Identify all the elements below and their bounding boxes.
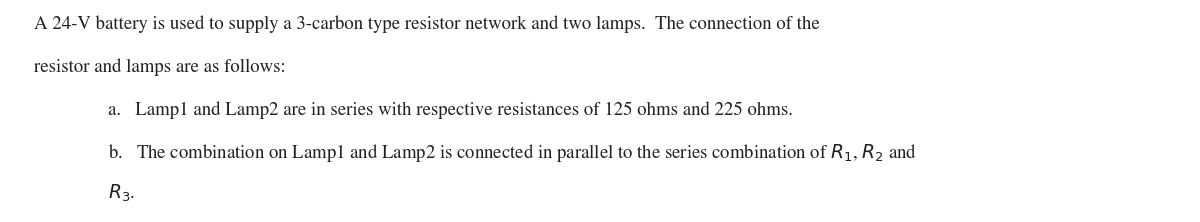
Text: $R_3$.: $R_3$. (108, 183, 136, 204)
Text: resistor and lamps are as follows:: resistor and lamps are as follows: (34, 59, 286, 77)
Text: A 24-V battery is used to supply a 3-carbon type resistor network and two lamps.: A 24-V battery is used to supply a 3-car… (34, 16, 820, 33)
Text: a.   Lamp1 and Lamp2 are in series with respective resistances of 125 ohms and 2: a. Lamp1 and Lamp2 are in series with re… (108, 101, 793, 119)
Text: b.   The combination on Lamp1 and Lamp2 is connected in parallel to the series c: b. The combination on Lamp1 and Lamp2 is… (108, 142, 917, 164)
